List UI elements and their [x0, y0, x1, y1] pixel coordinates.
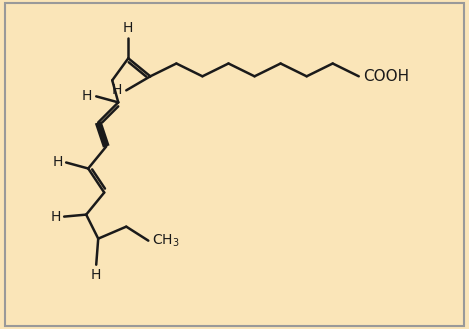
- Text: H: H: [112, 83, 122, 97]
- Text: H: H: [53, 156, 63, 169]
- Text: COOH: COOH: [363, 69, 410, 84]
- Text: H: H: [51, 210, 61, 224]
- Text: H: H: [82, 89, 92, 103]
- Text: H: H: [91, 268, 101, 282]
- Text: CH$_3$: CH$_3$: [152, 233, 180, 249]
- Text: H: H: [123, 21, 134, 36]
